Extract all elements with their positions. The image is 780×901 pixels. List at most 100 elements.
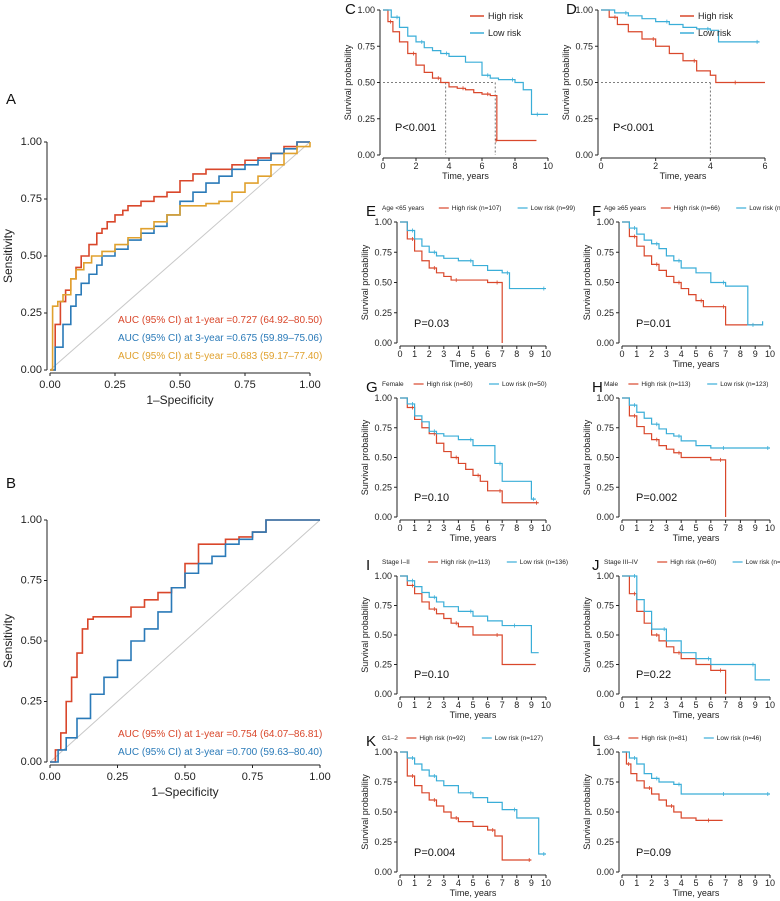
- panel-letter: I: [366, 557, 370, 574]
- series-line: [400, 575, 536, 666]
- x-axis-title: Time, years: [450, 710, 497, 720]
- x-tick-label: 0.25: [107, 771, 128, 783]
- panel-letter: K: [366, 733, 376, 750]
- x-tick-label: 9: [529, 523, 534, 533]
- panel-letter: F: [592, 203, 601, 220]
- panel-e: E 0 1 2 3 4 5 6 7 8 9 10 0.00 0.25 0.50 0.75 1.00 Time, y…: [360, 203, 575, 369]
- x-tick-label: 7: [500, 523, 505, 533]
- x-tick-label: 7: [723, 700, 728, 710]
- x-tick-label: 5: [470, 700, 475, 710]
- auc-label: AUC (95% CI) at 5-year =0.683 (59.17–77.…: [118, 351, 322, 362]
- y-tick-label: 0.50: [21, 250, 42, 262]
- y-tick-label: 1.00: [374, 571, 392, 581]
- x-tick-label: 3: [664, 349, 669, 359]
- x-tick-label: 7: [723, 349, 728, 359]
- y-tick-label: 0.75: [596, 423, 614, 433]
- x-tick-label: 5: [693, 349, 698, 359]
- x-tick-label: 2: [427, 523, 432, 533]
- x-tick-label: 10: [765, 349, 775, 359]
- panel-i: I 0 1 2 3 4 5 6 7 8 9 10 0.00 0.25 0.50 0.75 1.00 Time, y…: [360, 557, 568, 720]
- y-tick-label: 1.00: [596, 747, 614, 757]
- x-tick-label: 4: [446, 161, 451, 171]
- legend-label: High risk (n=66): [674, 205, 720, 212]
- panel-letter: E: [366, 203, 376, 220]
- x-tick-label: 9: [529, 349, 534, 359]
- x-tick-label: 9: [753, 349, 758, 359]
- p-value: P=0.01: [636, 318, 671, 330]
- x-tick-label: 4: [456, 349, 461, 359]
- panel-letter: A: [6, 91, 16, 108]
- x-tick-label: 2: [649, 878, 654, 888]
- y-tick-label: 0.00: [21, 756, 42, 768]
- panel-letter: H: [592, 379, 603, 396]
- x-tick-label: 6: [485, 523, 490, 533]
- x-tick-label: 10: [541, 700, 551, 710]
- series-line: [50, 519, 320, 763]
- x-tick-label: 0: [598, 161, 603, 171]
- x-tick-label: 0.75: [234, 379, 255, 391]
- x-tick-label: 4: [456, 700, 461, 710]
- y-axis-title: Survival probability: [582, 597, 592, 673]
- x-tick-label: 1: [412, 700, 417, 710]
- panel-k: K 0 1 2 3 4 5 6 7 8 9 10 0.00 0.25 0.50 0.75 1.00 Time, y…: [360, 733, 551, 898]
- p-value: P=0.22: [636, 669, 671, 681]
- series-line: [400, 751, 532, 861]
- x-tick-label: 1: [634, 700, 639, 710]
- x-tick-label: 10: [541, 349, 551, 359]
- x-axis-title: Time, years: [442, 171, 489, 181]
- x-tick-label: 3: [441, 700, 446, 710]
- y-tick-label: 0.25: [374, 308, 392, 318]
- y-axis-title: Survival probability: [561, 44, 571, 120]
- y-tick-label: 0.00: [21, 364, 42, 376]
- y-axis-title: Survival probability: [360, 597, 370, 673]
- x-tick-label: 8: [514, 700, 519, 710]
- y-tick-label: 1.00: [596, 393, 614, 403]
- x-tick-label: 7: [500, 878, 505, 888]
- legend-label: Low risk (n=37): [746, 559, 780, 566]
- series-line: [622, 751, 723, 821]
- y-tick-label: 0.25: [596, 837, 614, 847]
- y-tick-label: 0.00: [575, 150, 593, 160]
- series-line: [400, 575, 539, 654]
- x-tick-label: 9: [753, 700, 758, 710]
- x-tick-label: 4: [679, 878, 684, 888]
- panel-letter: D: [566, 1, 577, 18]
- x-tick-label: 0: [619, 349, 624, 359]
- x-tick-label: 9: [529, 700, 534, 710]
- x-tick-label: 7: [500, 700, 505, 710]
- subgroup-title: Male: [604, 381, 618, 388]
- x-tick-label: 7: [500, 349, 505, 359]
- x-tick-label: 6: [708, 700, 713, 710]
- x-axis-title: Time, years: [450, 359, 497, 369]
- x-tick-label: 10: [765, 700, 775, 710]
- y-tick-label: 0.25: [357, 114, 375, 124]
- panel-letter: G: [366, 379, 378, 396]
- x-tick-label: 3: [441, 878, 446, 888]
- y-tick-label: 0.00: [374, 689, 392, 699]
- p-value: P<0.001: [395, 122, 436, 134]
- x-tick-label: 1.00: [309, 771, 330, 783]
- series-line: [622, 221, 764, 326]
- x-axis-title: Time, years: [673, 359, 720, 369]
- x-tick-label: 6: [479, 161, 484, 171]
- x-tick-label: 10: [765, 878, 775, 888]
- x-tick-label: 1: [412, 523, 417, 533]
- legend-label: Low risk (n=50): [502, 381, 547, 388]
- y-tick-label: 0.50: [374, 807, 392, 817]
- y-tick-label: 0.00: [596, 867, 614, 877]
- x-tick-label: 10: [541, 523, 551, 533]
- y-tick-label: 0.00: [357, 150, 375, 160]
- x-tick-label: 3: [664, 700, 669, 710]
- series-line: [383, 9, 548, 115]
- x-tick-label: 0.75: [242, 771, 263, 783]
- legend-label: Low risk (n=46): [717, 735, 762, 742]
- y-tick-label: 1.00: [596, 571, 614, 581]
- y-tick-label: 0.75: [374, 601, 392, 611]
- subgroup-title: Stage III–IV: [604, 559, 639, 566]
- subgroup-title: Age <65 years: [382, 205, 425, 212]
- y-axis-title: Sensitivity: [1, 614, 15, 668]
- x-tick-label: 4: [679, 349, 684, 359]
- x-tick-label: 2: [427, 700, 432, 710]
- x-tick-label: 10: [765, 523, 775, 533]
